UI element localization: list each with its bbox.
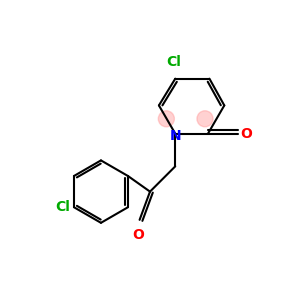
Text: N: N xyxy=(169,129,181,143)
Text: O: O xyxy=(240,127,252,141)
Circle shape xyxy=(158,111,174,127)
Text: Cl: Cl xyxy=(166,55,181,69)
Circle shape xyxy=(197,111,213,127)
Text: Cl: Cl xyxy=(56,200,70,214)
Text: O: O xyxy=(132,228,144,242)
